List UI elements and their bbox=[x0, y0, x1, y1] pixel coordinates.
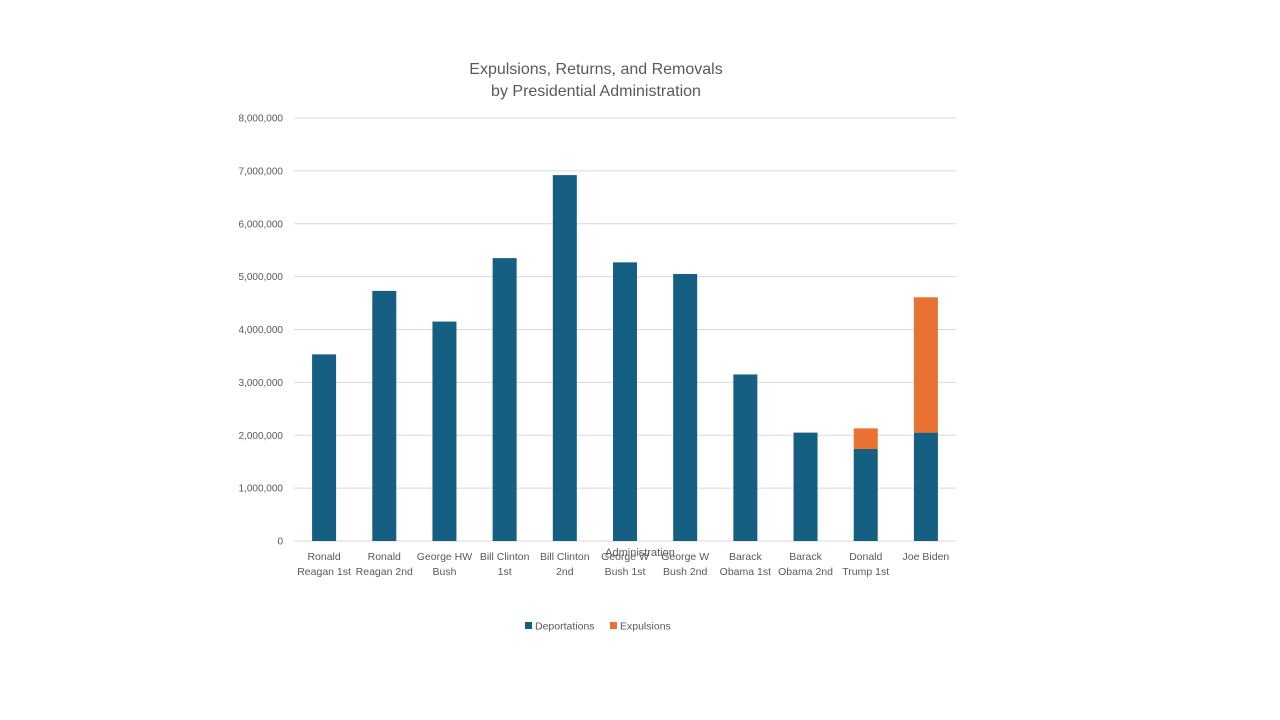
y-tick-label: 3,000,000 bbox=[239, 378, 284, 389]
x-tick-label: George HW bbox=[417, 551, 473, 563]
x-axis-ticks: Ronald Reagan 1st Ronald Reagan 2nd George H… bbox=[297, 551, 949, 578]
x-tick-label: Reagan 2nd bbox=[356, 566, 413, 578]
bar-deportations bbox=[432, 321, 457, 541]
bar-deportations bbox=[372, 290, 397, 541]
bar-deportations bbox=[552, 175, 577, 542]
bar-deportations bbox=[492, 258, 517, 541]
chart-title-line: by Presidential Administration bbox=[491, 83, 701, 100]
x-tick-label: Bush 1st bbox=[605, 566, 646, 578]
y-tick-label: 1,000,000 bbox=[239, 484, 284, 495]
bar-deportations bbox=[913, 432, 938, 541]
y-tick-label: 5,000,000 bbox=[239, 272, 284, 283]
x-tick-label: Obama 1st bbox=[720, 566, 771, 578]
y-tick-label: 7,000,000 bbox=[239, 166, 284, 177]
x-tick-label: 1st bbox=[498, 566, 512, 578]
x-tick-label: Joe Biden bbox=[903, 551, 950, 563]
chart-title: Expulsions, Returns, and Removals by Pres… bbox=[469, 61, 722, 100]
chart-title-line: Expulsions, Returns, and Removals bbox=[469, 61, 722, 78]
x-tick-label: Trump 1st bbox=[842, 566, 889, 578]
x-tick-label: 2nd bbox=[556, 566, 574, 578]
y-tick-label: 6,000,000 bbox=[239, 219, 284, 230]
bar-expulsions bbox=[913, 297, 938, 433]
x-tick-label: Bush bbox=[432, 566, 456, 578]
y-tick-label: 8,000,000 bbox=[239, 114, 284, 125]
x-tick-label: Ronald bbox=[307, 551, 340, 563]
legend-swatch bbox=[525, 622, 532, 629]
y-tick-label: 2,000,000 bbox=[239, 431, 284, 442]
bar-deportations bbox=[613, 262, 637, 541]
legend-label: Deportations bbox=[535, 621, 595, 633]
x-axis-title: Administration bbox=[605, 547, 675, 559]
bar-deportations bbox=[312, 354, 337, 541]
y-tick-label: 0 bbox=[277, 537, 283, 548]
x-tick-label: Barack bbox=[789, 551, 822, 563]
x-tick-label: Ronald bbox=[368, 551, 401, 563]
x-tick-label: Bill Clinton bbox=[480, 551, 530, 563]
bar-deportations bbox=[793, 432, 818, 541]
y-tick-label: 4,000,000 bbox=[239, 325, 284, 336]
x-tick-label: Bill Clinton bbox=[540, 551, 590, 563]
bar-expulsions bbox=[853, 428, 878, 449]
bars bbox=[312, 175, 938, 542]
x-tick-label: Reagan 1st bbox=[297, 566, 351, 578]
x-tick-label: Barack bbox=[729, 551, 762, 563]
bar-deportations bbox=[853, 448, 878, 541]
bar-deportations bbox=[733, 374, 758, 541]
legend-label: Expulsions bbox=[620, 621, 671, 633]
legend: Deportations Expulsions bbox=[525, 621, 671, 633]
x-tick-label: Bush 2nd bbox=[663, 566, 708, 578]
bar-deportations bbox=[673, 273, 698, 541]
y-axis-ticks: 0 1,000,000 2,000,000 3,000,000 4,000,000 5,0… bbox=[239, 114, 284, 548]
legend-swatch bbox=[610, 622, 617, 629]
x-tick-label: Donald bbox=[849, 551, 882, 563]
x-tick-label: Obama 2nd bbox=[778, 566, 833, 578]
x-tick-label: George W bbox=[661, 551, 709, 563]
x-tick-label: George W bbox=[601, 551, 649, 563]
